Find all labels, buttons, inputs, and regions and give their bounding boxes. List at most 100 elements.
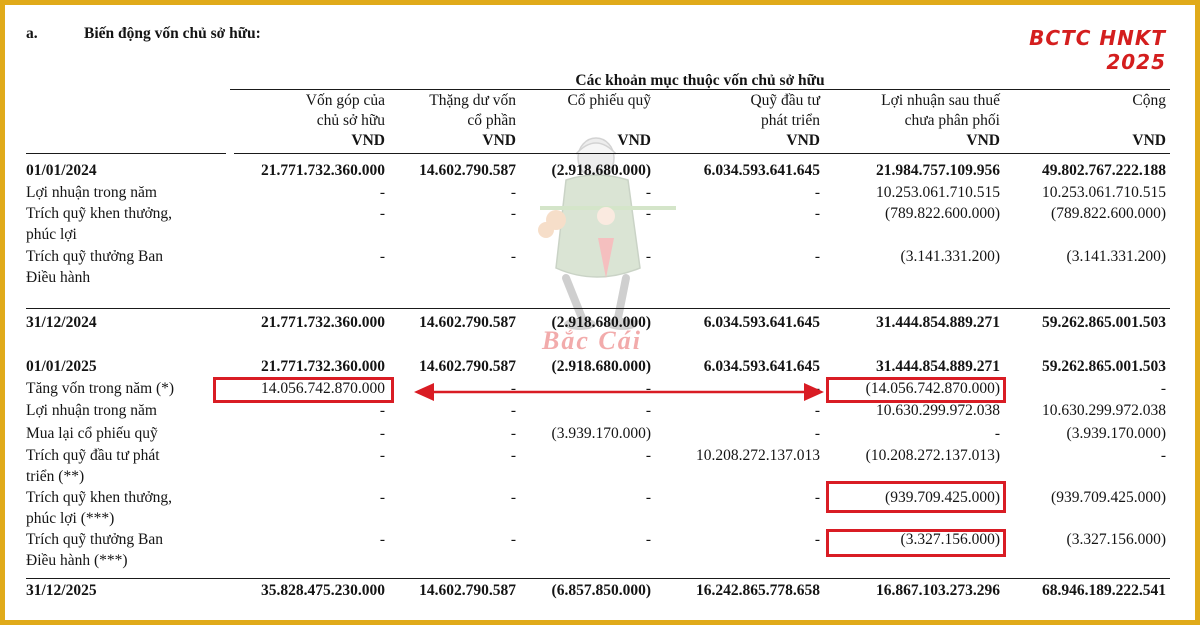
column-header-line: phát triển xyxy=(761,112,820,129)
table-cell: (939.709.425.000) xyxy=(1051,489,1166,506)
column-header-line: cổ phần xyxy=(467,112,516,129)
table-cell: 14.602.790.587 xyxy=(419,358,516,375)
row-label: Trích quỹ khen thưởng, xyxy=(26,489,173,506)
table-cell: (789.822.600.000) xyxy=(885,205,1000,222)
column-unit: VND xyxy=(351,132,385,149)
rule-total-2025 xyxy=(26,578,1170,579)
table-cell: - xyxy=(510,184,516,201)
column-header-line: Thặng dư vốn xyxy=(429,92,516,109)
table-cell: (3.327.156.000) xyxy=(900,531,1000,548)
table-cell: (14.056.742.870.000) xyxy=(865,380,1000,397)
table-cell: 10.630.299.972.038 xyxy=(1042,402,1166,419)
table-cell: - xyxy=(994,425,1000,442)
highlight-bonus-welfare-fund xyxy=(826,481,1006,513)
table-cell: 16.242.865.778.658 xyxy=(696,582,820,599)
table-cell: 14.602.790.587 xyxy=(419,162,516,179)
column-unit: VND xyxy=(786,132,820,149)
table-cell: (3.141.331.200) xyxy=(900,248,1000,265)
highlight-capital-increase xyxy=(213,377,394,403)
table-cell: - xyxy=(814,425,820,442)
column-header-line: Vốn góp của xyxy=(305,92,385,109)
row-label: 01/01/2024 xyxy=(26,162,97,179)
table-cell: - xyxy=(379,402,385,419)
row-label: Điều hành (***) xyxy=(26,552,128,569)
row-label: Trích quỹ thưởng Ban xyxy=(26,248,164,265)
table-cell: 6.034.593.641.645 xyxy=(703,162,820,179)
column-unit: VND xyxy=(1132,132,1166,149)
rule-header xyxy=(234,153,1170,154)
rule-label-header xyxy=(26,153,226,154)
table-cell: - xyxy=(645,380,651,397)
column-header-line: chưa phân phối xyxy=(904,112,1000,129)
table-cell: 10.208.272.137.013 xyxy=(696,447,820,464)
table-cell: - xyxy=(814,205,820,222)
column-header-line: chủ sở hữu xyxy=(316,112,385,129)
table-cell: - xyxy=(510,402,516,419)
table-cell: 21.984.757.109.956 xyxy=(876,162,1000,179)
column-header-line: Cộng xyxy=(1132,92,1166,109)
table-cell: - xyxy=(645,248,651,265)
table-cell: 21.771.732.360.000 xyxy=(261,358,385,375)
column-unit: VND xyxy=(482,132,516,149)
table-cell: - xyxy=(814,380,820,397)
table-cell: 16.867.103.273.296 xyxy=(876,582,1000,599)
table-cell: (3.327.156.000) xyxy=(1066,531,1166,548)
table-cell: - xyxy=(645,402,651,419)
row-label: Trích quỹ khen thưởng, xyxy=(26,205,173,222)
table-cell: - xyxy=(645,184,651,201)
table-cell: 14.056.742.870.000 xyxy=(261,380,385,397)
row-label: 31/12/2025 xyxy=(26,582,97,599)
column-unit: VND xyxy=(617,132,651,149)
table-cell: 10.630.299.972.038 xyxy=(876,402,1000,419)
table-cell: - xyxy=(814,248,820,265)
double-arrow-icon xyxy=(414,383,824,401)
table-cell: (789.822.600.000) xyxy=(1051,205,1166,222)
table-cell: - xyxy=(510,380,516,397)
table-cell: - xyxy=(510,425,516,442)
table-cell: 68.946.189.222.541 xyxy=(1042,582,1166,599)
table-cell: - xyxy=(814,402,820,419)
table-cell: - xyxy=(510,205,516,222)
row-label: 31/12/2024 xyxy=(26,314,97,331)
column-header-line: Quỹ đầu tư xyxy=(750,92,820,109)
table-cell: 21.771.732.360.000 xyxy=(261,162,385,179)
table-cell: - xyxy=(510,489,516,506)
table-cell: 14.602.790.587 xyxy=(419,582,516,599)
table-cell: - xyxy=(645,447,651,464)
column-unit: VND xyxy=(966,132,1000,149)
table-cell: (6.857.850.000) xyxy=(551,582,651,599)
table-cell: (10.208.272.137.013) xyxy=(865,447,1000,464)
table-cell: - xyxy=(510,447,516,464)
row-label: phúc lợi xyxy=(26,226,77,243)
table-cell: - xyxy=(1160,380,1166,397)
table-cell: 31.444.854.889.271 xyxy=(876,314,1000,331)
mascot-watermark xyxy=(538,137,676,330)
table-cell: (939.709.425.000) xyxy=(885,489,1000,506)
table-cell: (3.141.331.200) xyxy=(1066,248,1166,265)
highlight-executive-bonus-fund xyxy=(826,529,1006,557)
report-tag: BCTC HNKT 2025 xyxy=(1029,26,1166,74)
section-index: a. xyxy=(26,25,38,42)
table-cell: (3.939.170.000) xyxy=(1066,425,1166,442)
column-header-line: Cổ phiếu quỹ xyxy=(567,92,651,109)
table-cell: - xyxy=(814,489,820,506)
table-cell: - xyxy=(510,248,516,265)
brand-watermark: Bắc Cái xyxy=(542,326,642,355)
highlight-retained-earnings-transfer xyxy=(826,377,1006,403)
rule-total-2024 xyxy=(26,308,1170,309)
table-cell: (2.918.680.000) xyxy=(551,314,651,331)
row-label: Mua lại cổ phiếu quỹ xyxy=(26,425,158,442)
table-cell: 6.034.593.641.645 xyxy=(703,358,820,375)
table-cell: - xyxy=(379,447,385,464)
row-label: 01/01/2025 xyxy=(26,358,97,375)
table-cell: 31.444.854.889.271 xyxy=(876,358,1000,375)
table-cell: - xyxy=(1160,447,1166,464)
section-title: Biến động vốn chủ sở hữu: xyxy=(84,25,261,42)
table-cell: - xyxy=(379,248,385,265)
table-cell: - xyxy=(814,184,820,201)
table-cell: 6.034.593.641.645 xyxy=(703,314,820,331)
table-cell: - xyxy=(645,531,651,548)
table-cell: (3.939.170.000) xyxy=(551,425,651,442)
row-label: Trích quỹ thưởng Ban xyxy=(26,531,164,548)
